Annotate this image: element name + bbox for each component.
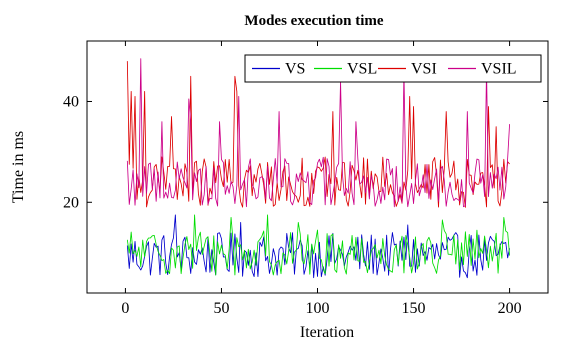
legend-label-vs: VS <box>285 61 305 78</box>
series-vsil-line <box>126 58 511 208</box>
x-axis-label: Iteration <box>300 324 354 341</box>
legend-label-vsil: VSIL <box>481 61 517 78</box>
chart-title: Modes execution time <box>244 13 383 29</box>
legend: VS VSL VSI VSIL <box>244 54 542 83</box>
series-vs-line <box>126 214 510 279</box>
x-axis: 0 50 100 150 200 <box>121 41 522 317</box>
y-tick-label: 40 <box>63 93 79 110</box>
x-tick-label: 50 <box>213 300 229 317</box>
y-tick-label: 20 <box>63 194 79 211</box>
y-axis-label: Time in ms <box>10 131 27 203</box>
legend-label-vsi: VSI <box>411 61 437 78</box>
series-vsi-line <box>126 61 510 208</box>
x-tick-label: 0 <box>121 300 129 317</box>
x-tick-label: 100 <box>306 300 330 317</box>
x-tick-label: 200 <box>498 300 522 317</box>
x-tick-label: 150 <box>402 300 426 317</box>
series-vsl-line <box>126 214 511 276</box>
legend-label-vsl: VSL <box>347 61 377 78</box>
plot-area <box>126 58 511 279</box>
